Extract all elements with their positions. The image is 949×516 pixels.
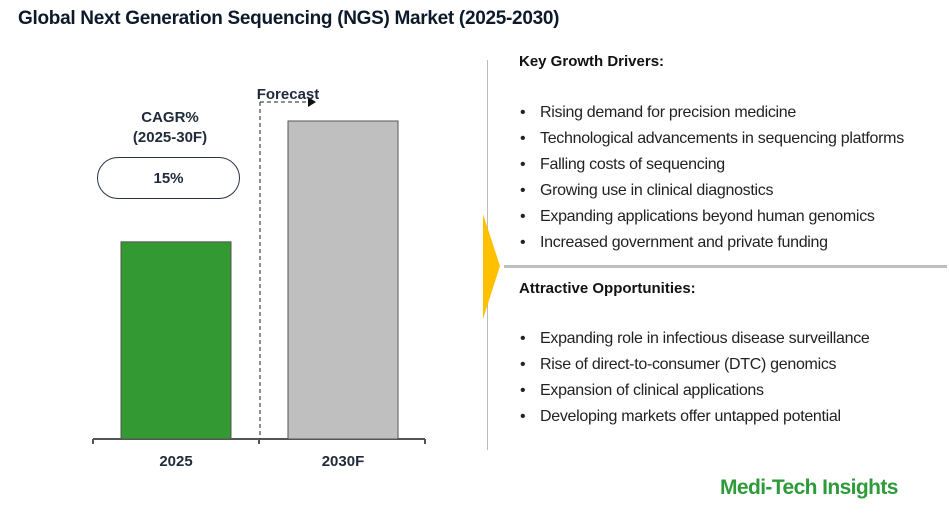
brand-logo: Medi-Tech Insights	[720, 476, 898, 499]
list-item-text: Falling costs of sequencing	[540, 156, 725, 173]
chevron-right-icon	[483, 214, 500, 319]
bullet: •	[520, 208, 526, 225]
forecast-label: Forecast	[257, 86, 320, 103]
cagr-value-badge: 15%	[97, 157, 240, 199]
list-item: • Expansion of clinical applications	[520, 382, 764, 400]
list-item: • Rise of direct-to-consumer (DTC) genomi…	[520, 356, 837, 374]
bullet: •	[520, 408, 526, 425]
list-item: • Expanding role in infectious disease su…	[520, 330, 870, 348]
x-tick-label-2030f: 2030F	[322, 453, 365, 470]
bullet: •	[520, 382, 526, 399]
cagr-label: CAGR%	[141, 109, 199, 126]
bar-2030f	[287, 120, 399, 440]
list-item-text: Technological advancements in sequencing…	[540, 130, 904, 147]
page-title: Global Next Generation Sequencing (NGS) …	[18, 8, 560, 29]
forecast-arrow-head	[308, 97, 316, 107]
list-item: • Developing markets offer untapped poten…	[520, 408, 841, 426]
list-item-text: Expansion of clinical applications	[540, 382, 764, 399]
bar-2025	[120, 241, 232, 440]
bullet: •	[520, 356, 526, 373]
list-item-text: Developing markets offer untapped potent…	[540, 408, 841, 425]
list-item: • Increased government and private fundin…	[520, 234, 828, 252]
list-item-text: Expanding role in infectious disease sur…	[540, 330, 870, 347]
list-item-text: Growing use in clinical diagnostics	[540, 182, 774, 199]
list-item: • Growing use in clinical diagnostics	[520, 182, 773, 200]
list-item: • Rising demand for precision medicine	[520, 104, 796, 122]
bullet: •	[520, 156, 526, 173]
bullet: •	[520, 104, 526, 121]
list-item-text: Expanding applications beyond human geno…	[540, 208, 875, 225]
x-tick-label-2025: 2025	[159, 453, 192, 470]
bullet: •	[520, 182, 526, 199]
opportunities-heading: Attractive Opportunities:	[519, 280, 696, 297]
bullet: •	[520, 234, 526, 251]
bullet: •	[520, 130, 526, 147]
bullet: •	[520, 330, 526, 347]
list-item: • Falling costs of sequencing	[520, 156, 725, 174]
bar-chart: 2025 2030F Forecast	[92, 86, 426, 470]
drivers-heading: Key Growth Drivers:	[519, 53, 665, 70]
section-divider	[504, 265, 947, 268]
list-item: • Expanding applications beyond human gen…	[520, 208, 875, 226]
list-item-text: Rise of direct-to-consumer (DTC) genomic…	[540, 356, 837, 373]
list-item: • Technological advancements in sequencin…	[520, 130, 904, 148]
cagr-period: (2025-30F)	[132, 129, 208, 146]
list-item-text: Rising demand for precision medicine	[540, 104, 796, 121]
list-item-text: Increased government and private funding	[540, 234, 828, 251]
